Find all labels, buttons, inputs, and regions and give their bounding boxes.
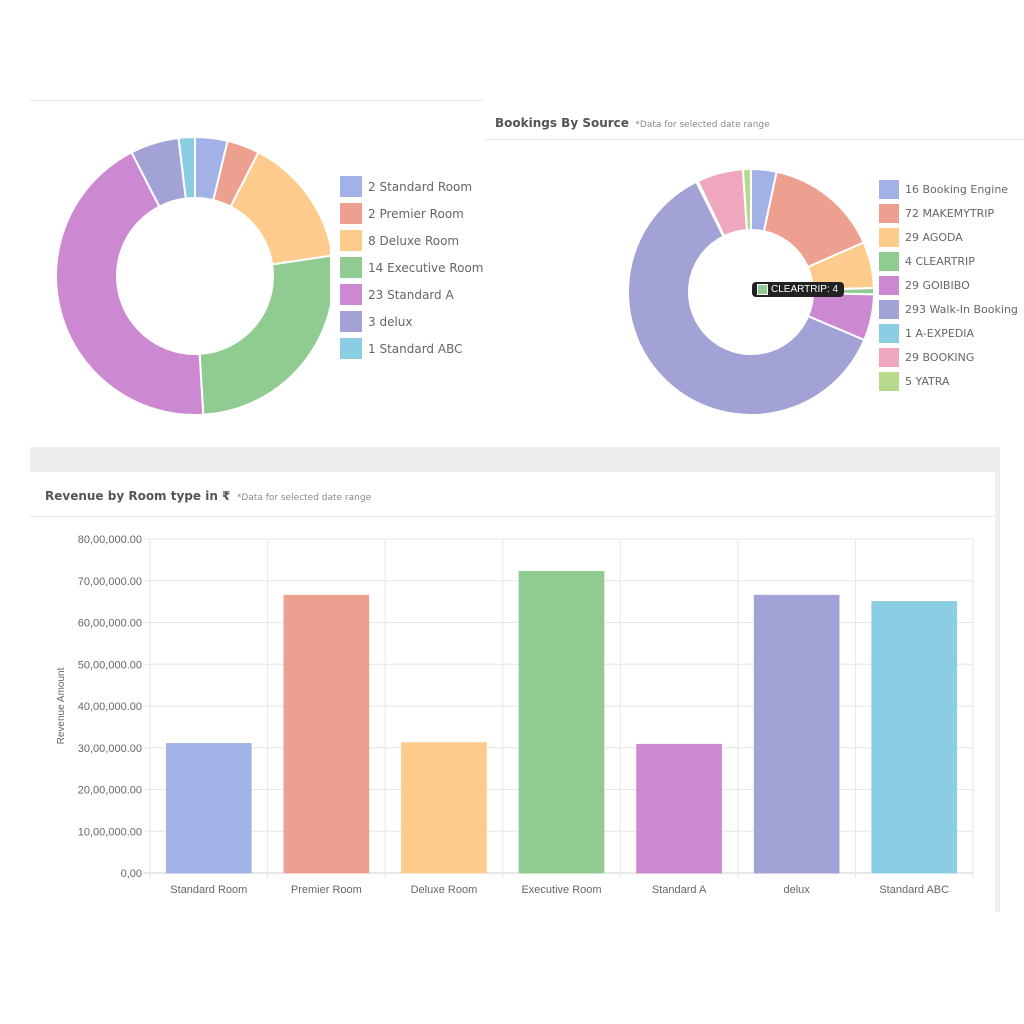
- tooltip-text: CLEARTRIP: 4: [771, 284, 839, 295]
- source-legend-swatch: [879, 323, 899, 343]
- revenue-bar-chart: 0,00 10,00,000.00 20,00,000.00 30,00,000.00…: [56, 534, 974, 896]
- x-tick-label: Executive Room: [521, 884, 601, 896]
- room-type-legend-label: 8 Deluxe Room: [368, 233, 460, 248]
- source-legend-swatch: [879, 179, 899, 199]
- source-legend-item[interactable]: 29 BOOKING: [879, 345, 1018, 369]
- bar-deluxe-room[interactable]: [401, 742, 487, 874]
- y-tick-label: 50,00,000.00: [78, 659, 142, 671]
- cleartrip-tooltip: CLEARTRIP: 4: [752, 282, 845, 297]
- bar-premier-room[interactable]: [283, 594, 370, 874]
- bar-standard-a[interactable]: [636, 743, 722, 874]
- section-separator: [30, 447, 1000, 472]
- bar-executive-room[interactable]: [518, 571, 605, 874]
- source-legend-item[interactable]: 1 A-EXPEDIA: [879, 321, 1018, 345]
- source-legend-item[interactable]: 293 Walk-In Booking: [879, 297, 1018, 321]
- y-tick-label: 0,00: [121, 868, 142, 880]
- room-type-legend-item[interactable]: 8 Deluxe Room: [340, 227, 484, 254]
- bar-standard-room[interactable]: [165, 743, 252, 874]
- y-axis-title: Revenue Amount: [56, 667, 67, 744]
- room-type-legend-label: 3 delux: [368, 314, 413, 329]
- source-legend-label: 1 A-EXPEDIA: [905, 326, 975, 340]
- x-tick-label: Standard A: [652, 884, 707, 896]
- bookings-by-source-legend: 16 Booking Engine 72 MAKEMYTRIP 29 AGODA 4 …: [879, 177, 1018, 393]
- room-type-slice-standard-abc[interactable]: [177, 135, 196, 200]
- room-type-legend-item[interactable]: 2 Premier Room: [340, 200, 484, 227]
- source-legend-item[interactable]: 72 MAKEMYTRIP: [879, 201, 1018, 225]
- revenue-header: Revenue by Room type in ₹ *Data for sele…: [30, 472, 995, 517]
- source-legend-label: 4 CLEARTRIP: [905, 254, 975, 268]
- source-legend-swatch: [879, 371, 899, 391]
- source-legend-swatch: [879, 203, 899, 223]
- room-type-legend-swatch: [340, 230, 362, 251]
- source-legend-label: 293 Walk-In Booking: [905, 302, 1018, 316]
- x-tick-label: Standard ABC: [879, 884, 949, 896]
- source-slice-walk-in-booking[interactable]: [627, 180, 866, 416]
- y-tick-label: 40,00,000.00: [78, 701, 142, 713]
- source-legend-item[interactable]: 16 Booking Engine: [879, 177, 1018, 201]
- room-type-slice-executive-room[interactable]: [198, 254, 330, 416]
- room-type-legend-swatch: [340, 338, 362, 359]
- room-type-donut-chart: [55, 135, 330, 416]
- room-type-legend-swatch: [340, 203, 362, 224]
- source-legend-label: 16 Booking Engine: [905, 182, 1009, 196]
- source-legend-swatch: [879, 275, 899, 295]
- source-legend-label: 29 BOOKING: [905, 350, 975, 364]
- x-tick-label: delux: [783, 884, 810, 896]
- source-legend-swatch: [879, 227, 899, 247]
- room-type-legend-item[interactable]: 14 Executive Room: [340, 254, 484, 281]
- revenue-panel: Revenue by Room type in ₹ *Data for sele…: [30, 472, 995, 912]
- revenue-note: *Data for selected date range: [236, 493, 372, 503]
- source-legend-item[interactable]: 29 AGODA: [879, 225, 1018, 249]
- source-legend-swatch: [879, 347, 899, 367]
- room-type-legend-label: 14 Executive Room: [368, 260, 484, 275]
- room-type-legend-swatch: [340, 257, 362, 278]
- y-tick-label: 70,00,000.00: [78, 576, 142, 588]
- source-legend-item[interactable]: 29 GOIBIBO: [879, 273, 1018, 297]
- room-type-legend-swatch: [340, 176, 362, 197]
- revenue-title: Revenue by Room type in ₹: [45, 489, 231, 503]
- room-type-legend-item[interactable]: 3 delux: [340, 308, 484, 335]
- bookings-by-source-title: Bookings By Source: [495, 116, 629, 130]
- y-tick-label: 10,00,000.00: [78, 826, 142, 838]
- tooltip-color-swatch: [757, 284, 768, 295]
- room-type-slice-standard-a[interactable]: [55, 150, 205, 416]
- source-slice-yatra[interactable]: [741, 167, 752, 232]
- bar-delux[interactable]: [753, 594, 840, 874]
- bar-standard-abc[interactable]: [871, 601, 958, 874]
- room-type-legend-label: 23 Standard A: [368, 287, 454, 302]
- y-tick-label: 20,00,000.00: [78, 785, 142, 797]
- source-legend-label: 72 MAKEMYTRIP: [905, 206, 995, 220]
- room-type-legend-swatch: [340, 284, 362, 305]
- y-tick-label: 30,00,000.00: [78, 743, 142, 755]
- room-type-panel: 2 Standard Room 2 Premier Room 8 Deluxe Ro…: [30, 100, 488, 448]
- room-type-legend-item[interactable]: 23 Standard A: [340, 281, 484, 308]
- x-tick-label: Standard Room: [170, 884, 247, 896]
- x-tick-label: Premier Room: [291, 884, 362, 896]
- source-legend-label: 29 GOIBIBO: [905, 278, 970, 292]
- source-legend-swatch: [879, 299, 899, 319]
- room-type-legend-label: 2 Standard Room: [368, 179, 473, 194]
- room-type-legend-item[interactable]: 2 Standard Room: [340, 173, 484, 200]
- bookings-by-source-donut-chart: [627, 167, 875, 416]
- source-legend-item[interactable]: 4 CLEARTRIP: [879, 249, 1018, 273]
- room-type-legend-item[interactable]: 1 Standard ABC: [340, 335, 484, 362]
- room-type-legend-swatch: [340, 311, 362, 332]
- y-tick-label: 60,00,000.00: [78, 618, 142, 630]
- x-tick-label: Deluxe Room: [411, 884, 478, 896]
- room-type-legend: 2 Standard Room 2 Premier Room 8 Deluxe Ro…: [340, 173, 484, 362]
- right-edge-strip: [995, 472, 1000, 912]
- source-legend-label: 29 AGODA: [905, 230, 963, 244]
- source-legend-item[interactable]: 5 YATRA: [879, 369, 1018, 393]
- source-legend-swatch: [879, 251, 899, 271]
- room-type-slice-deluxe-room[interactable]: [229, 150, 330, 266]
- room-type-legend-label: 2 Premier Room: [368, 206, 464, 221]
- y-tick-label: 80,00,000.00: [78, 534, 142, 546]
- room-type-legend-label: 1 Standard ABC: [368, 341, 463, 356]
- bookings-by-source-header: Bookings By Source *Data for selected da…: [484, 100, 1024, 140]
- bookings-by-source-panel: Bookings By Source *Data for selected da…: [484, 100, 1024, 447]
- bookings-by-source-note: *Data for selected date range: [635, 120, 770, 130]
- source-legend-label: 5 YATRA: [905, 374, 950, 388]
